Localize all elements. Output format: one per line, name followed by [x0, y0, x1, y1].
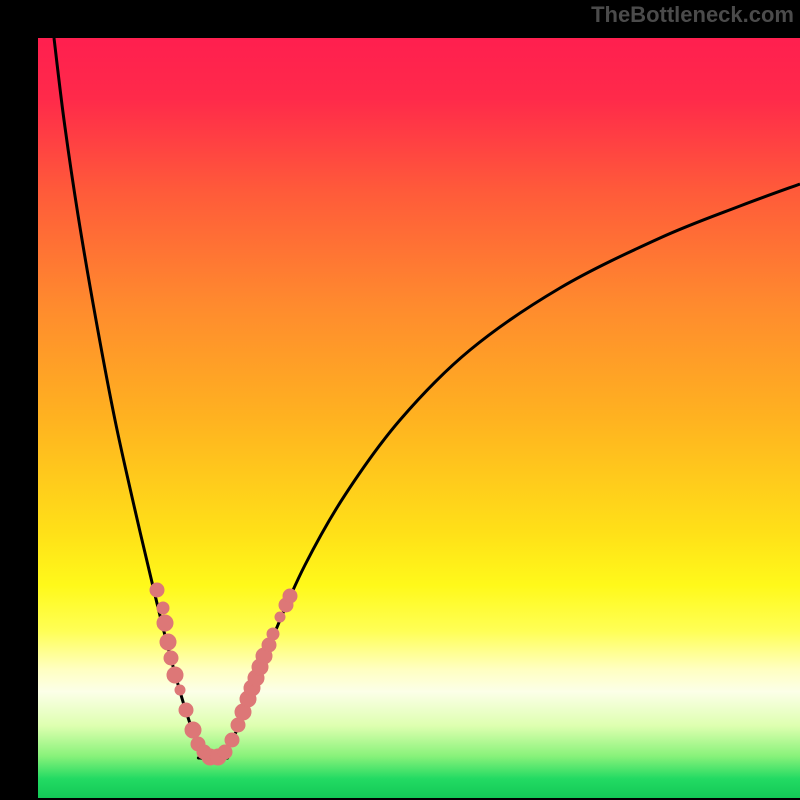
marker-dot — [267, 628, 279, 640]
marker-dot — [150, 583, 164, 597]
marker-dot — [283, 589, 297, 603]
marker-dot — [157, 602, 169, 614]
marker-dot — [185, 722, 201, 738]
chart-root: TheBottleneck.com — [0, 0, 800, 800]
bottleneck-curve-plot — [0, 0, 800, 800]
marker-dot — [175, 685, 185, 695]
marker-dot — [225, 733, 239, 747]
marker-dot — [160, 634, 176, 650]
marker-dot — [275, 612, 285, 622]
marker-dot — [167, 667, 183, 683]
marker-dot — [157, 615, 173, 631]
gradient-background — [38, 38, 800, 798]
frame-border-left — [0, 0, 38, 800]
marker-dot — [179, 703, 193, 717]
marker-dot — [164, 651, 178, 665]
watermark-text: TheBottleneck.com — [591, 2, 794, 28]
